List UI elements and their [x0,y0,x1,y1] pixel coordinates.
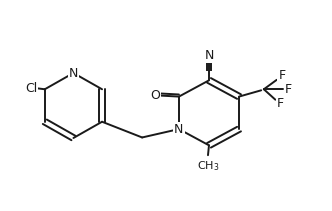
Text: N: N [204,49,214,62]
Text: O: O [150,89,160,102]
Text: F: F [285,83,292,96]
Text: N: N [174,123,184,136]
Text: Cl: Cl [25,82,37,95]
Text: F: F [277,97,284,110]
Text: F: F [279,69,286,82]
Text: CH$_3$: CH$_3$ [197,159,219,173]
Text: N: N [69,66,78,80]
